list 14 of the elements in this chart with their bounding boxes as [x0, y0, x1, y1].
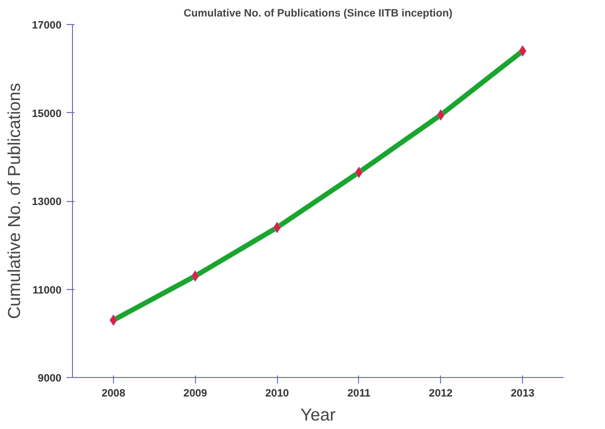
x-tick-label: 2010	[265, 388, 290, 400]
x-tick-label: 2012	[428, 388, 453, 400]
y-tick-label: 15000	[32, 108, 62, 120]
y-tick-label: 17000	[32, 20, 62, 32]
y-tick-label: 9000	[38, 372, 62, 384]
y-axis-title: Cumulative No. of Publications	[4, 82, 24, 319]
x-axis-title: Year	[300, 404, 336, 424]
x-tick-label: 2011	[347, 388, 371, 400]
x-tick-label: 2009	[183, 388, 208, 400]
y-tick-label: 13000	[32, 196, 62, 208]
x-tick-label: 2013	[510, 388, 535, 400]
chart-title: Cumulative No. of Publications (Since IITB inception)	[184, 8, 453, 20]
x-tick-label: 2008	[102, 388, 126, 400]
y-tick-label: 11000	[32, 284, 62, 296]
